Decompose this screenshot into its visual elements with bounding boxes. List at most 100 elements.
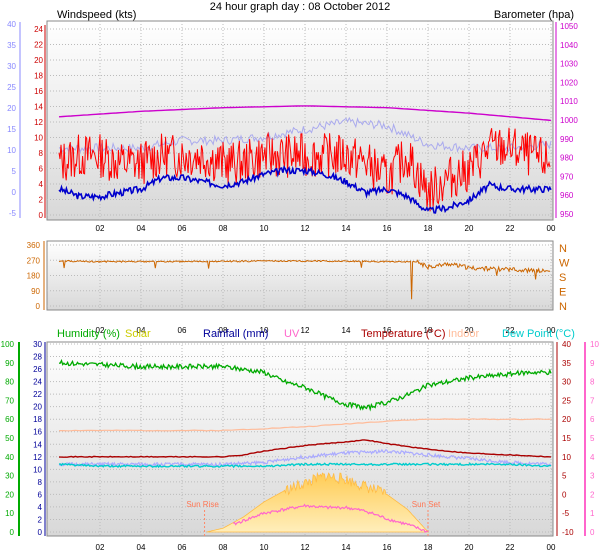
wind-ytick-hpa-1020: 1020 (560, 78, 578, 87)
temp-ytick-hum-60: 60 (5, 415, 14, 424)
temp-ytick-uv-9: 9 (590, 359, 595, 368)
wind-ytick-kts-4: 4 (39, 180, 44, 189)
wind-ytick-outer--5: -5 (9, 209, 17, 218)
temp-ytick-temp-10: 10 (562, 453, 571, 462)
wind-ytick-kts-16: 16 (34, 87, 43, 96)
wind-xtick-00: 00 (547, 224, 556, 233)
temperature-line (59, 439, 552, 458)
dir-xtick-02: 02 (96, 326, 105, 335)
secondary-temp-line (58, 448, 552, 468)
temp-ytick-rain-8: 8 (38, 478, 43, 487)
dir-compass-2: S (559, 272, 566, 284)
dir-xtick-00: 00 (547, 326, 556, 335)
temp-xtick-18: 18 (424, 543, 433, 552)
wind-ytick-outer-15: 15 (7, 125, 16, 134)
dir-xtick-04: 04 (137, 326, 146, 335)
wind-xtick-14: 14 (342, 224, 351, 233)
temp-legends: Humidity (%) Solar Rainfall (mm) UV Temperat… (57, 328, 575, 340)
temp-ytick-rain-4: 4 (38, 503, 43, 512)
legend-0: Humidity (%) (57, 328, 120, 340)
wind-ytick-kts-22: 22 (34, 41, 43, 50)
temp-ytick-rain-20: 20 (33, 403, 42, 412)
sunset-label: Sun Set (412, 500, 441, 509)
wind-ytick-kts-6: 6 (39, 165, 44, 174)
temp-axes: 1009080706050403020100302826242220181614… (1, 340, 600, 552)
solar-area (206, 471, 429, 533)
dir-ytick-180: 180 (27, 272, 41, 281)
temp-xtick-22: 22 (506, 543, 515, 552)
temp-ytick-hum-50: 50 (5, 434, 14, 443)
temp-ytick-temp-35: 35 (562, 359, 571, 368)
temp-ytick-rain-10: 10 (33, 465, 42, 474)
baro-legend-label: Barometer (hpa) (494, 9, 574, 21)
wind-ytick-hpa-970: 970 (560, 172, 574, 181)
temp-xtick-00: 00 (547, 543, 556, 552)
wind-ytick-kts-10: 10 (34, 134, 43, 143)
temp-ytick-rain-14: 14 (33, 440, 42, 449)
wind-ytick-hpa-960: 960 (560, 191, 574, 200)
wind-xtick-08: 08 (219, 224, 228, 233)
temp-ytick-uv-1: 1 (590, 509, 595, 518)
baro-line (58, 105, 552, 122)
wind-ytick-outer-10: 10 (7, 146, 16, 155)
wind-gust-line (58, 127, 551, 212)
temp-ytick-rain-16: 16 (33, 428, 42, 437)
temp-ytick-rain-2: 2 (38, 515, 43, 524)
humidity-line (58, 358, 552, 412)
wind-xtick-06: 06 (178, 224, 187, 233)
wind-panel (46, 20, 554, 221)
temp-ytick-uv-2: 2 (590, 490, 595, 499)
legend-1: Solar (125, 328, 151, 340)
wind-xtick-10: 10 (260, 224, 269, 233)
uv-line (232, 503, 428, 533)
direction-grid (47, 241, 553, 310)
temp-ytick-rain-24: 24 (33, 378, 42, 387)
wind-ytick-hpa-1050: 1050 (560, 22, 578, 31)
temp-ytick-temp-15: 15 (562, 434, 571, 443)
temp-ytick-temp--5: -5 (562, 509, 570, 518)
dewpoint-line (58, 462, 552, 469)
temp-ytick-rain-30: 30 (33, 340, 42, 349)
temp-xtick-08: 08 (219, 543, 228, 552)
temp-ytick-temp--10: -10 (562, 528, 574, 537)
dir-xtick-22: 22 (506, 326, 515, 335)
wind-ytick-kts-14: 14 (34, 103, 43, 112)
temp-ytick-uv-4: 4 (590, 453, 595, 462)
temp-ytick-uv-0: 0 (590, 528, 595, 537)
dir-xtick-16: 16 (383, 326, 392, 335)
temp-ytick-rain-12: 12 (33, 453, 42, 462)
wind-legend-label: Windspeed (kts) (57, 9, 136, 21)
wind-ytick-kts-8: 8 (39, 149, 44, 158)
wind-ytick-outer-20: 20 (7, 104, 16, 113)
dir-compass-3: E (559, 287, 566, 299)
temp-ytick-temp-30: 30 (562, 378, 571, 387)
wind-ytick-outer-40: 40 (7, 20, 16, 29)
wind-ytick-hpa-990: 990 (560, 135, 574, 144)
dir-xtick-18: 18 (424, 326, 433, 335)
dir-ytick-270: 270 (27, 256, 41, 265)
temp-ytick-temp-40: 40 (562, 340, 571, 349)
dir-xtick-08: 08 (219, 326, 228, 335)
temp-xtick-20: 20 (465, 543, 474, 552)
temp-ytick-hum-70: 70 (5, 396, 14, 405)
dir-ytick-360: 360 (27, 241, 41, 250)
temp-ytick-uv-3: 3 (590, 472, 595, 481)
wind-ytick-hpa-1040: 1040 (560, 41, 578, 50)
wind-series (58, 105, 552, 214)
temp-ytick-hum-10: 10 (5, 509, 14, 518)
wind-ytick-kts-18: 18 (34, 72, 43, 81)
wind-ytick-hpa-950: 950 (560, 210, 574, 219)
temp-ytick-hum-100: 100 (1, 340, 15, 349)
dir-xtick-12: 12 (301, 326, 310, 335)
temp-ytick-rain-18: 18 (33, 415, 42, 424)
dir-compass-1: W (559, 258, 570, 270)
temp-xtick-02: 02 (96, 543, 105, 552)
dir-xtick-10: 10 (260, 326, 269, 335)
temp-series: Sun Rise Sun Set (58, 358, 552, 536)
temp-ytick-hum-90: 90 (5, 359, 14, 368)
dir-compass-4: N (559, 301, 567, 313)
dir-xtick-06: 06 (178, 326, 187, 335)
temp-ytick-hum-80: 80 (5, 378, 14, 387)
temp-ytick-hum-30: 30 (5, 472, 14, 481)
sunrise-label: Sun Rise (186, 500, 219, 509)
